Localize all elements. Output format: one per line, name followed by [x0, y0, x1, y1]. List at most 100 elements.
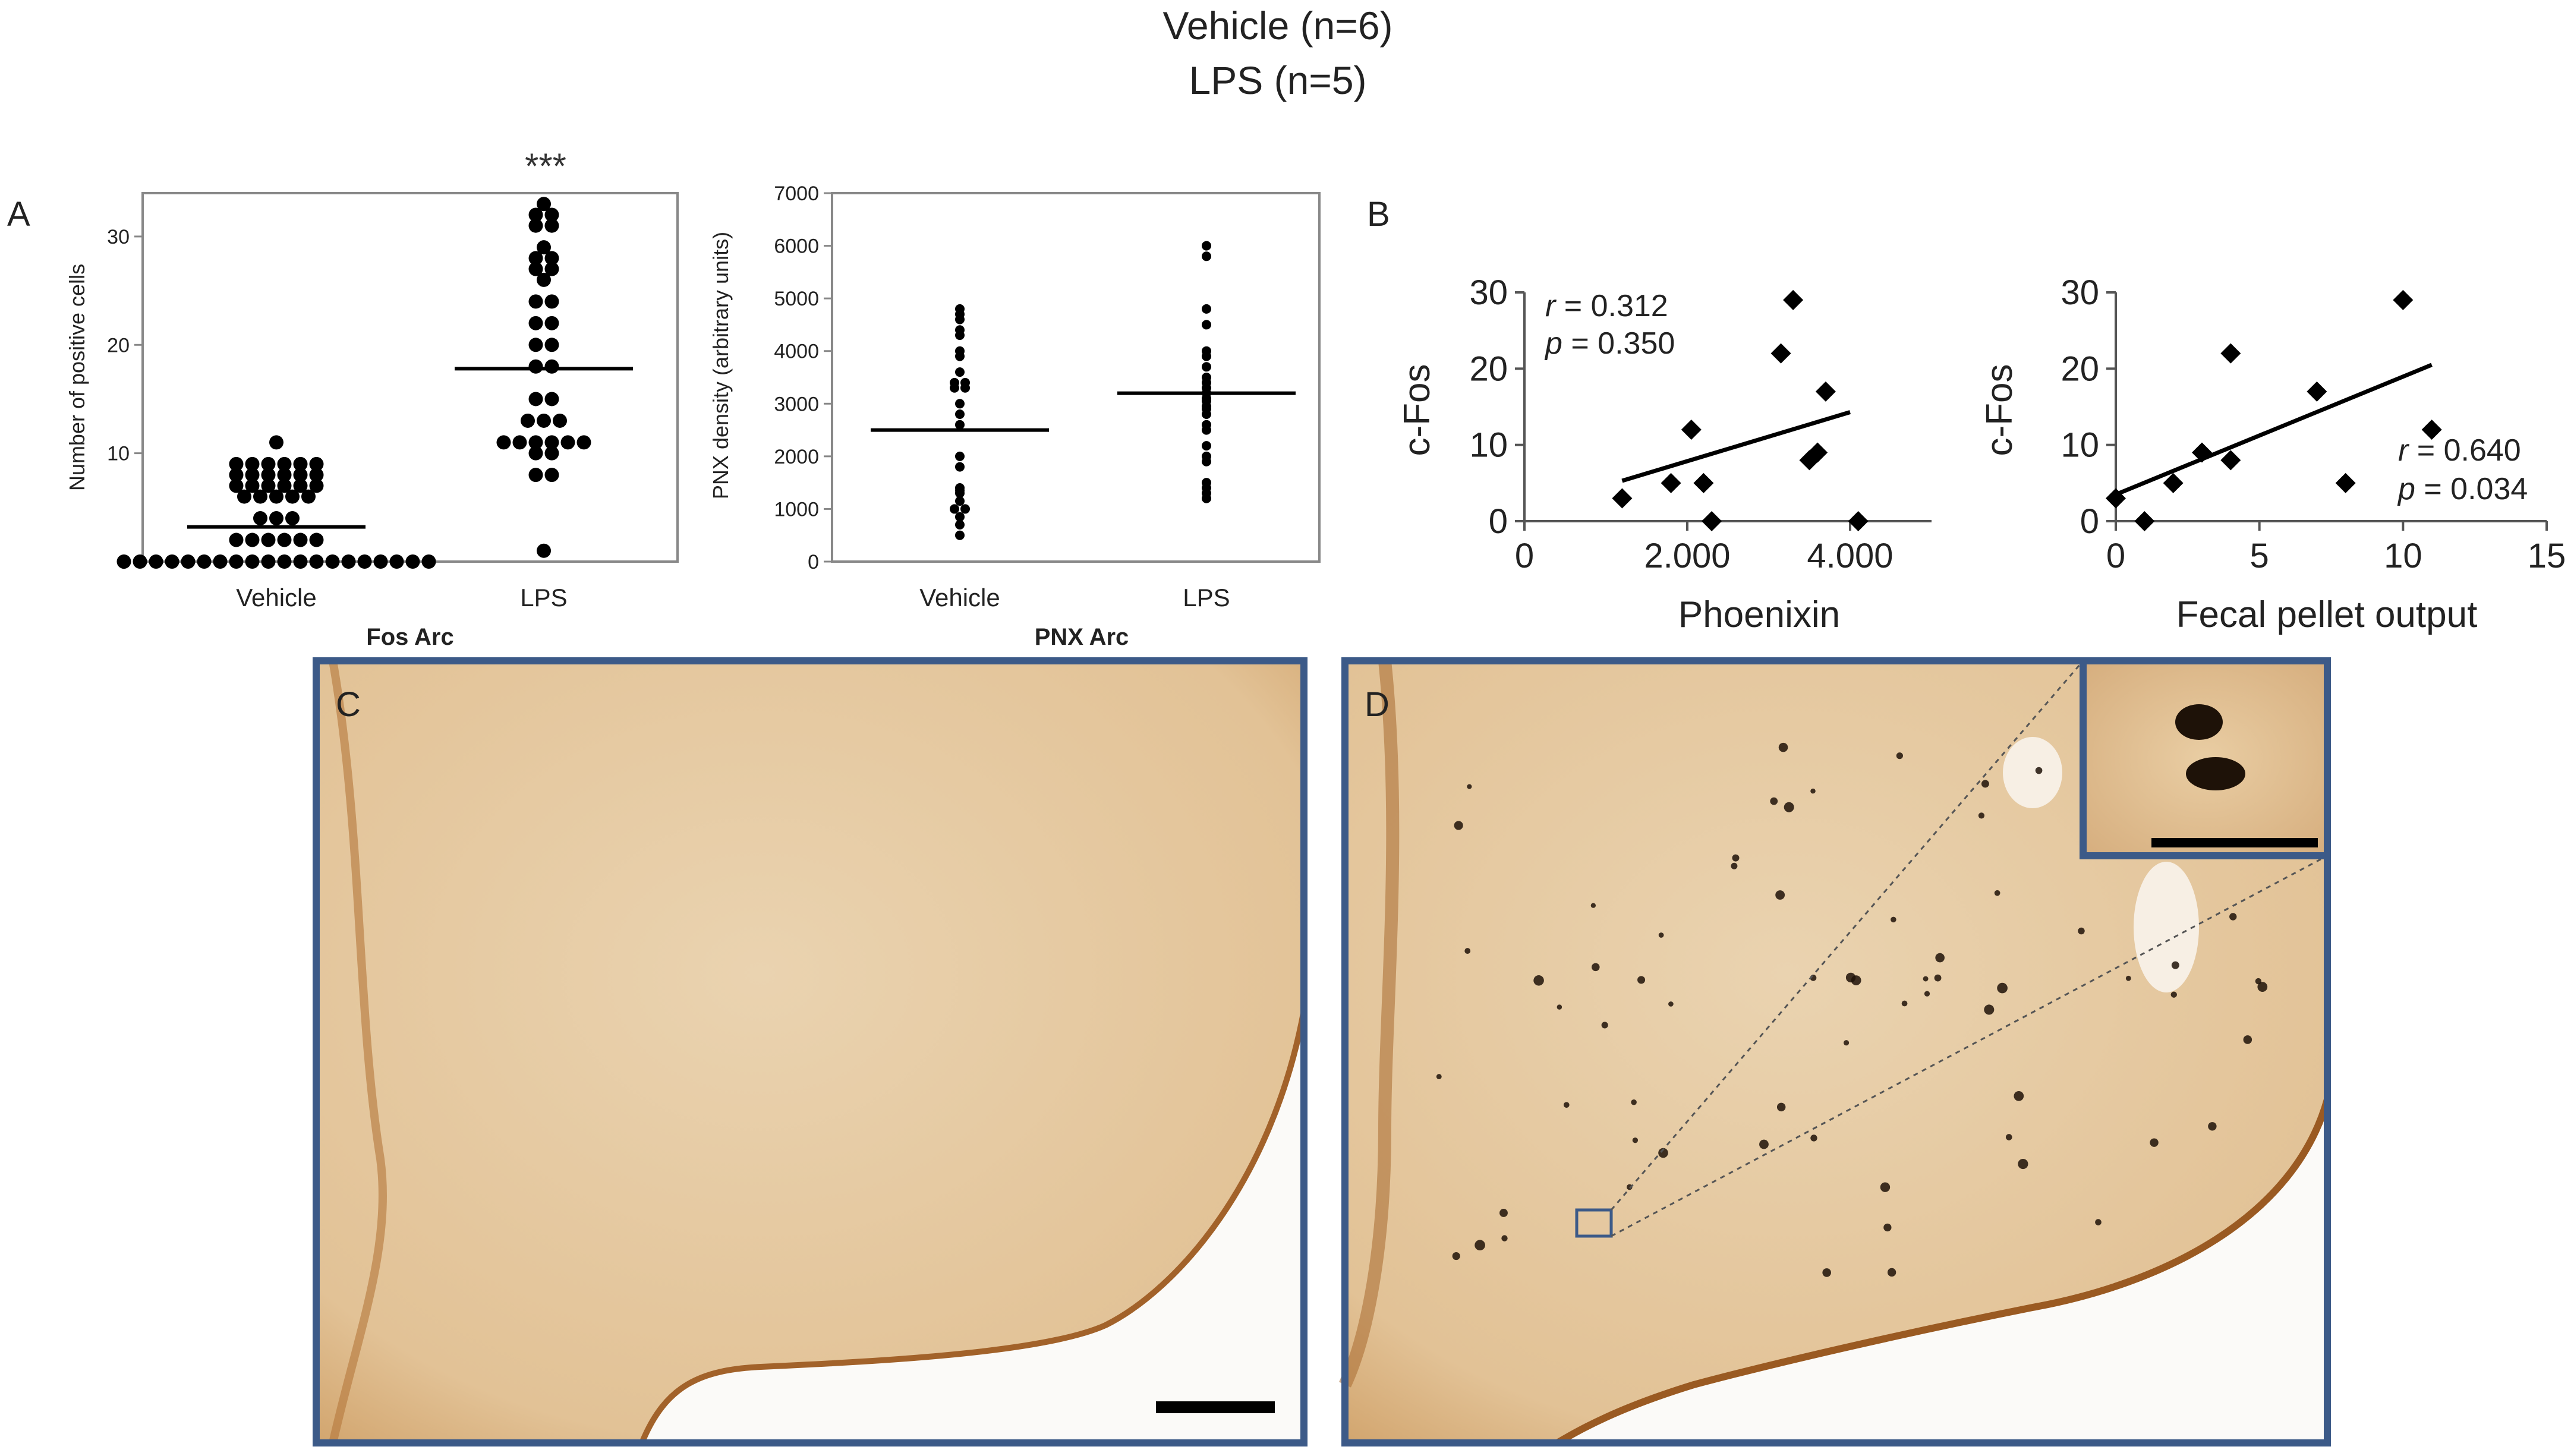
fos-data-point — [544, 261, 559, 276]
fos-data-point — [325, 554, 340, 569]
pnx-data-point — [955, 520, 965, 530]
stained-cell — [1810, 788, 1816, 794]
fos-data-point — [261, 468, 276, 483]
fos-data-point — [537, 413, 551, 428]
fos-data-point — [245, 456, 260, 471]
stained-cell — [2243, 1035, 2252, 1044]
phoenixin-axes: 0 10 20 30 0 2.000 4.000 — [1469, 273, 1932, 575]
fec-x-tick-label: 10 — [2384, 537, 2422, 575]
stained-cell — [1557, 1004, 1562, 1010]
stained-cell — [1775, 890, 1785, 900]
pnx-y-tick-label: 1000 — [774, 498, 819, 521]
pnx-arc-chart: 0 1000 2000 3000 4000 5000 6000 7000 PNX densit… — [708, 182, 1321, 650]
fec-x-tick-label: 15 — [2528, 537, 2566, 575]
stained-cell — [1901, 1000, 1908, 1007]
pnx-data-point — [955, 346, 965, 356]
fos-data-point — [293, 468, 308, 483]
fos-data-point — [181, 554, 196, 569]
panel-label-d: D — [1365, 685, 1390, 724]
fos-data-point — [373, 554, 388, 569]
pnx-y-tick-label: 6000 — [774, 235, 819, 258]
stained-cell — [1978, 812, 1985, 819]
fos-data-point — [528, 446, 543, 461]
stained-cell — [2078, 927, 2085, 935]
fos-mean-lines — [187, 367, 633, 529]
fos-data-point — [544, 207, 559, 222]
pnx-cat-vehicle: Vehicle — [919, 584, 1000, 612]
phx-x-tick-label: 4.000 — [1807, 537, 1893, 575]
stained-cell — [1891, 916, 1896, 923]
pnx-data-point — [955, 512, 965, 522]
fos-data-point — [277, 478, 292, 493]
fec-y-tick-label: 20 — [2061, 349, 2099, 388]
phx-y-tick-label: 0 — [1489, 502, 1508, 541]
stained-cell — [1731, 862, 1738, 869]
stained-cell — [2014, 1091, 2024, 1101]
pnx-data-point — [955, 409, 965, 419]
pnx-data-point — [1202, 304, 1211, 314]
pnx-data-point — [950, 504, 959, 514]
stained-cell — [1770, 797, 1778, 805]
pnx-cat-lps: LPS — [1183, 584, 1230, 612]
fos-data-point — [537, 197, 551, 212]
fos-y-tick-label: 10 — [107, 443, 130, 465]
stained-cell — [2125, 975, 2131, 981]
pnx-data-point — [955, 304, 965, 314]
stained-cell — [1887, 1268, 1896, 1277]
stained-cell — [1467, 784, 1472, 789]
fos-data-point — [116, 554, 131, 569]
fec-data-point — [2134, 511, 2155, 531]
pnx-data-point — [955, 496, 965, 506]
fos-data-point — [357, 554, 372, 569]
pnx-y-tick-label: 2000 — [774, 446, 819, 468]
fos-data-point — [309, 478, 324, 493]
fos-data-point — [537, 543, 551, 558]
fos-data-point — [405, 554, 420, 569]
panel-d-frame — [1341, 657, 2331, 1446]
fos-data-point — [285, 511, 300, 526]
fos-data-point — [528, 468, 543, 483]
pnx-data-point — [1202, 451, 1211, 461]
fos-cat-lps: LPS — [520, 584, 567, 612]
phx-data-point — [1661, 472, 1681, 493]
pnx-y-tick-label: 3000 — [774, 393, 819, 415]
tissue-edge-left-d — [1339, 660, 1400, 1388]
fecal-x-axis-label: Fecal pellet output — [2176, 594, 2478, 635]
stained-cell — [2018, 1158, 2028, 1170]
fos-data-point — [301, 489, 316, 504]
fos-data-point — [512, 435, 527, 450]
fos-data-point — [133, 554, 147, 569]
fos-data-point — [544, 392, 559, 406]
fos-data-point — [277, 468, 292, 483]
fos-data-point — [528, 294, 543, 309]
scale-bar-c — [1156, 1401, 1275, 1413]
fos-data-point — [149, 554, 163, 569]
phx-data-point — [1848, 511, 1869, 531]
stained-cell — [1778, 742, 1788, 752]
pnx-y-tick-label: 7000 — [774, 182, 819, 205]
fos-cat-vehicle: Vehicle — [236, 584, 316, 612]
stained-cell — [2171, 961, 2179, 969]
fos-data-point — [293, 532, 308, 547]
fos-data-point — [237, 489, 251, 504]
phx-data-point — [1702, 511, 1722, 531]
pnx-data-point — [1202, 478, 1211, 488]
stained-cell — [2095, 1219, 2102, 1225]
fos-data-point — [528, 392, 543, 406]
fos-data-point — [528, 316, 543, 330]
stained-cell — [1776, 1102, 1786, 1112]
pnx-dots — [950, 241, 1211, 540]
stained-cell — [1454, 821, 1463, 830]
phoenixin-r-stat: r = 0.312 — [1545, 289, 1668, 323]
fec-y-tick-label: 0 — [2080, 502, 2099, 541]
pnx-data-point — [960, 504, 970, 514]
stained-cell — [1632, 1137, 1639, 1143]
fos-data-point — [421, 554, 436, 569]
phx-data-point — [1815, 381, 1836, 402]
fecal-fit-line — [2115, 363, 2433, 497]
fos-data-point — [341, 554, 356, 569]
phx-data-point — [1693, 472, 1714, 493]
stained-nucleus — [2186, 757, 2245, 790]
